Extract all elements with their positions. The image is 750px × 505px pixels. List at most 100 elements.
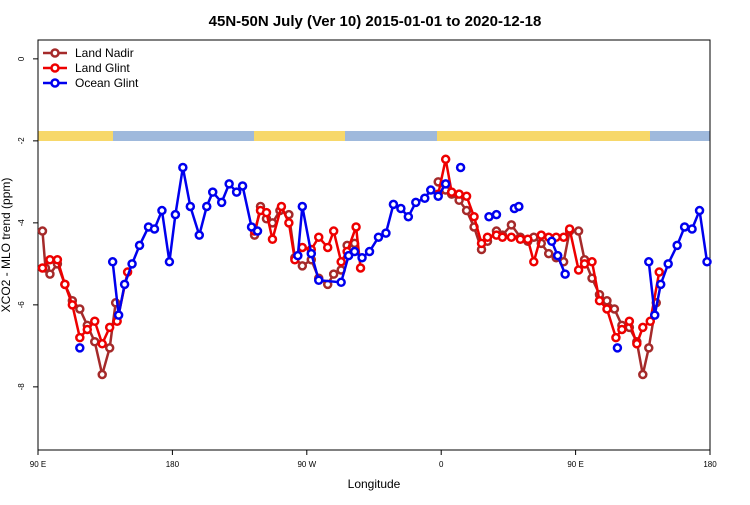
point [655, 279, 666, 290]
point [104, 322, 115, 333]
point [411, 197, 421, 208]
legend-marker [50, 78, 60, 88]
point [119, 279, 130, 290]
x-tick-label: 90 E [567, 460, 583, 469]
point [284, 218, 294, 228]
point [679, 222, 690, 232]
point [617, 324, 627, 335]
point [231, 187, 242, 197]
point [37, 226, 48, 236]
point [573, 265, 584, 275]
point [75, 304, 85, 314]
land-band [254, 131, 345, 141]
point [455, 162, 466, 173]
point [609, 304, 620, 314]
point [216, 197, 227, 208]
point [306, 248, 317, 259]
point [89, 316, 100, 327]
point [529, 257, 539, 267]
y-tick-label: -2 [17, 137, 26, 145]
point [433, 191, 443, 201]
point [506, 220, 517, 230]
series-line [111, 167, 709, 316]
point [440, 179, 451, 189]
point [497, 232, 508, 242]
land-ocean-strip [38, 131, 710, 141]
point [611, 332, 621, 343]
point [672, 240, 682, 251]
point [638, 322, 648, 333]
y-tick-label: -8 [17, 383, 26, 391]
point [594, 296, 605, 306]
point [587, 257, 597, 267]
point [654, 267, 664, 277]
point [313, 275, 324, 286]
legend-marker [50, 63, 60, 73]
point [602, 304, 612, 314]
point [469, 211, 479, 222]
point [461, 205, 472, 216]
point [515, 234, 526, 245]
point [276, 201, 287, 212]
point [97, 339, 107, 349]
x-tick-label: 180 [703, 460, 717, 469]
point [482, 232, 493, 242]
point [425, 185, 436, 195]
legend-label: Land Nadir [75, 46, 134, 60]
point [107, 257, 118, 267]
point [702, 257, 712, 267]
point [476, 238, 487, 249]
point [75, 343, 85, 353]
point [113, 310, 124, 320]
point [67, 300, 78, 310]
x-axis-label: Longitude [348, 477, 401, 491]
point [349, 246, 360, 257]
point [381, 228, 391, 238]
plot-marks [37, 154, 712, 380]
point [149, 224, 160, 234]
point [461, 191, 472, 201]
point [624, 316, 635, 327]
point [97, 369, 107, 380]
point [75, 332, 85, 343]
point [514, 201, 524, 212]
point [644, 343, 654, 353]
point [201, 201, 212, 212]
point [364, 246, 375, 257]
point [178, 162, 188, 173]
legend-label: Land Glint [75, 61, 130, 75]
point [261, 207, 272, 218]
point [546, 236, 557, 247]
land-band [38, 131, 113, 141]
point [552, 250, 563, 261]
point [52, 255, 63, 265]
point [506, 232, 517, 242]
x-tick-label: 90 E [30, 460, 46, 469]
x-tick-label: 0 [439, 460, 444, 469]
point [687, 224, 697, 234]
point [491, 209, 502, 220]
point [355, 263, 366, 273]
point [403, 211, 414, 222]
point [89, 337, 100, 347]
point [164, 257, 175, 267]
point [644, 257, 654, 267]
point [293, 250, 303, 261]
point [37, 263, 48, 273]
y-tick-label: 0 [17, 56, 26, 61]
point [45, 269, 55, 279]
point [170, 209, 181, 220]
point [82, 324, 93, 335]
point [343, 250, 354, 261]
point [560, 269, 570, 279]
point [373, 232, 384, 242]
point [351, 222, 361, 232]
point [446, 187, 457, 197]
point [484, 211, 494, 222]
plot-frame [37, 39, 711, 451]
point [612, 343, 623, 353]
point [185, 201, 196, 212]
point [224, 179, 234, 189]
y-tick-label: -6 [17, 301, 26, 309]
